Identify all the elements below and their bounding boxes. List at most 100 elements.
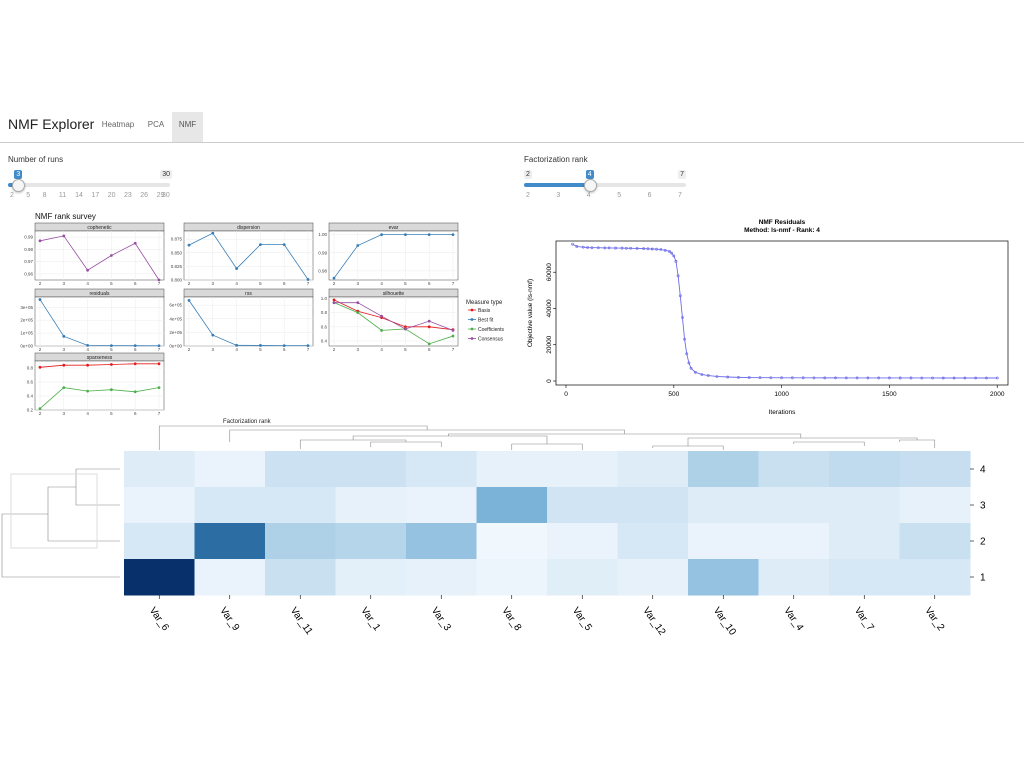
runs-tick-label: 11	[58, 192, 67, 199]
runs-tick-label: 2	[10, 192, 14, 199]
heatmap-cell	[265, 487, 336, 524]
heatmap-cell	[124, 523, 195, 560]
heatmap-cell	[124, 487, 195, 524]
residual-point	[844, 376, 848, 380]
dendrogram-branch	[299, 439, 407, 449]
legend-key-point	[470, 337, 474, 340]
heatmap-cell	[617, 451, 689, 488]
y-tick-label: 0.97	[24, 259, 33, 264]
data-point	[356, 311, 360, 315]
facet-strip-label: cophenetic	[87, 225, 112, 231]
rank-tick-label: 6	[647, 192, 652, 199]
x-tick-label: 5	[259, 347, 262, 352]
legend-key-point	[470, 308, 474, 312]
tab-pca[interactable]: PCA	[147, 120, 165, 129]
residual-point	[693, 370, 697, 374]
data-point	[282, 243, 286, 247]
y-tick-label: 0.825	[171, 264, 183, 269]
residual-line	[572, 243, 998, 379]
legend-label: Consensus	[478, 336, 504, 342]
dendrogram-branch	[352, 435, 548, 444]
residuals-title: NMF Residuals	[759, 219, 806, 226]
rank-tick-label: 7	[678, 192, 682, 199]
data-point	[235, 343, 239, 347]
heatmap-cell	[406, 451, 477, 488]
heatmap-cell	[194, 523, 266, 560]
residual-point	[985, 376, 988, 380]
heatmap-cell	[899, 559, 971, 596]
heatmap-cell	[406, 523, 477, 560]
data-point	[451, 334, 455, 338]
dendrogram-branch	[370, 441, 442, 447]
heatmap-cell	[617, 523, 689, 560]
data-point	[62, 334, 66, 338]
x-tick-label: 2	[39, 347, 42, 352]
dendrogram-branch	[1, 513, 120, 578]
y-tick-label: 3e+05	[20, 305, 33, 310]
x-tick-label: 7	[158, 281, 161, 286]
residual-point	[726, 375, 730, 379]
residual-point	[650, 247, 654, 251]
rank-tick-label: 3	[556, 192, 561, 199]
data-point	[157, 386, 161, 389]
x-tick-label: 3	[63, 347, 66, 352]
tab-nmf[interactable]: NMF	[172, 112, 203, 142]
residual-point	[780, 376, 784, 380]
rank-slider-handle[interactable]	[583, 179, 597, 192]
runs-slider-handle[interactable]	[12, 179, 26, 192]
y-tick-label: 0.8	[321, 310, 328, 315]
heatmap-cell	[688, 523, 759, 560]
facet-panel	[34, 296, 165, 347]
row-dendrogram	[1, 468, 120, 578]
heatmap-cell	[899, 523, 971, 560]
series-line	[39, 235, 160, 281]
facet-panel	[328, 230, 459, 281]
data-point	[404, 325, 407, 329]
heatmap-cell	[617, 487, 689, 524]
x-tick-label: 3	[357, 281, 360, 286]
column-label: Var_9	[217, 605, 241, 633]
legend-title: Measure type	[466, 300, 503, 306]
residual-point	[909, 376, 913, 380]
runs-slider[interactable]: 3 30 2 5 8 11 14 17 20 23 26 29 30	[8, 168, 172, 208]
data-point	[332, 301, 336, 305]
runs-tick-label: 5	[26, 192, 31, 199]
tab-heatmap[interactable]: Heatmap	[101, 120, 135, 129]
legend-label: Basis	[478, 308, 491, 314]
heatmap-cell	[406, 559, 477, 596]
heatmap-cell	[194, 559, 266, 596]
heatmap-cell	[265, 523, 336, 560]
rank-tick-label: 5	[617, 192, 622, 199]
heatmap-cell	[406, 487, 477, 524]
rank-slider-track[interactable]	[524, 183, 686, 187]
dendrogram-branch	[899, 439, 936, 448]
runs-slider-track[interactable]	[8, 183, 170, 187]
residual-point	[678, 294, 682, 298]
data-point	[332, 298, 336, 302]
x-tick-label: 6	[134, 347, 137, 352]
rank-slider[interactable]: 2 4 7 2 3 4 5 6 7	[524, 168, 688, 208]
column-label: Var_5	[570, 605, 594, 633]
data-point	[451, 328, 455, 332]
column-label: Var_2	[922, 605, 946, 633]
rank-slider-min: 2	[524, 170, 532, 179]
y-tick-label: 0e+00	[20, 344, 33, 349]
x-tick-label: 4	[86, 411, 89, 416]
x-tick-label: 4	[86, 281, 89, 286]
x-tick-label: 6	[134, 411, 137, 416]
x-tick-label: 3	[63, 411, 66, 416]
survey-xlabel: Factorization rank	[223, 419, 272, 425]
heatmap-cell	[335, 523, 407, 560]
column-label: Var_1	[358, 605, 382, 633]
heatmap-cell	[829, 487, 900, 524]
residual-point	[614, 246, 617, 250]
y-tick-label: 0.2	[27, 408, 34, 413]
data-point	[404, 233, 407, 237]
data-point	[380, 328, 383, 332]
runs-tick-label: 30	[162, 192, 170, 199]
x-tick-label: 7	[158, 347, 161, 352]
x-tick-label: 5	[404, 281, 407, 286]
residual-point	[769, 376, 773, 380]
data-point	[133, 241, 137, 245]
data-point	[110, 388, 113, 392]
